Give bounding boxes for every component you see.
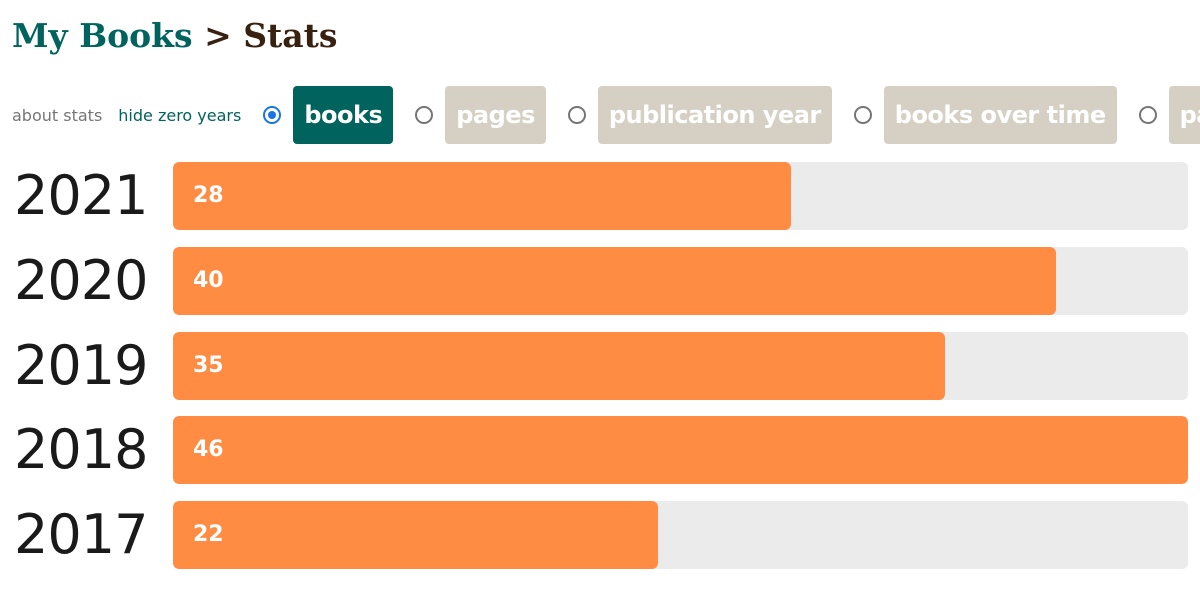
- year-row-2019: 2019 35: [0, 332, 1200, 400]
- books-tab[interactable]: books: [293, 86, 394, 144]
- breadcrumb-my-books-link[interactable]: My Books: [12, 16, 193, 55]
- publication-year-tab[interactable]: publication year: [597, 86, 832, 144]
- bar-fill[interactable]: [173, 247, 1056, 315]
- pages-radio[interactable]: [415, 106, 434, 124]
- breadcrumb-separator: >: [204, 16, 232, 55]
- year-row-2020: 2020 40: [0, 247, 1200, 315]
- year-label: 2017: [14, 503, 148, 566]
- bar-track: 40: [173, 247, 1188, 315]
- bar-track: 28: [173, 162, 1188, 230]
- bar-value-label: 46: [193, 437, 224, 462]
- hide-zero-years-link[interactable]: hide zero years: [118, 105, 242, 125]
- bar-value-label: 28: [193, 183, 224, 208]
- bar-track: 35: [173, 332, 1188, 400]
- option-pages-over-time[interactable]: pages over time: [1138, 86, 1200, 144]
- books-radio[interactable]: [263, 106, 282, 124]
- pages-over-time-tab[interactable]: pages over time: [1168, 86, 1200, 144]
- bar-fill[interactable]: [173, 501, 658, 569]
- bar-track: 46: [173, 416, 1188, 484]
- bar-fill[interactable]: [173, 416, 1188, 484]
- option-publication-year[interactable]: publication year: [567, 86, 832, 144]
- pages-over-time-radio[interactable]: [1138, 106, 1157, 124]
- option-pages[interactable]: pages: [415, 86, 546, 144]
- option-books[interactable]: books: [263, 86, 394, 144]
- page-title: Stats: [243, 16, 338, 55]
- about-stats-link[interactable]: about stats: [12, 105, 103, 125]
- year-row-2017: 2017 22: [0, 501, 1200, 569]
- publication-year-radio[interactable]: [567, 106, 586, 124]
- year-row-2021: 2021 28: [0, 162, 1200, 230]
- bar-value-label: 22: [193, 522, 224, 547]
- books-over-time-radio[interactable]: [853, 106, 872, 124]
- bar-fill[interactable]: [173, 162, 791, 230]
- year-label: 2020: [14, 249, 148, 312]
- year-row-2018: 2018 46: [0, 416, 1200, 484]
- breadcrumb: My Books > Stats: [12, 14, 338, 58]
- pages-tab[interactable]: pages: [445, 86, 546, 144]
- books-over-time-tab[interactable]: books over time: [883, 86, 1117, 144]
- bar-value-label: 40: [193, 268, 224, 293]
- stats-controls: about stats hide zero years books pages …: [12, 86, 1200, 144]
- year-label: 2018: [14, 418, 148, 481]
- bar-fill[interactable]: [173, 332, 945, 400]
- bar-value-label: 35: [193, 353, 224, 378]
- year-label: 2019: [14, 334, 148, 397]
- option-books-over-time[interactable]: books over time: [853, 86, 1117, 144]
- year-label: 2021: [14, 164, 148, 227]
- bar-track: 22: [173, 501, 1188, 569]
